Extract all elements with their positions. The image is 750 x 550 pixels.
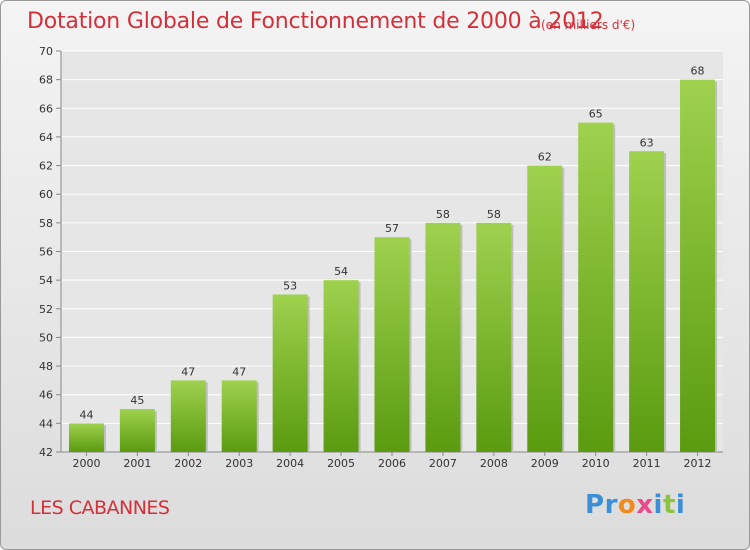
data-label: 68 (691, 65, 705, 78)
x-tick-label: 2005 (327, 457, 355, 470)
bar (221, 380, 257, 452)
x-tick-label: 2008 (480, 457, 508, 470)
proxiti-logo: Proxiti (585, 490, 685, 520)
x-tick-label: 2001 (123, 457, 151, 470)
y-tick-label: 48 (39, 360, 53, 373)
x-tick-label: 2004 (276, 457, 304, 470)
x-tick-label: 2006 (378, 457, 406, 470)
data-label: 58 (436, 208, 450, 221)
logo-letter: o (617, 490, 637, 520)
chart-title: Dotation Globale de Fonctionnement de 20… (27, 9, 604, 34)
data-label: 54 (334, 265, 348, 278)
bar (629, 151, 665, 452)
y-tick-label: 66 (39, 102, 53, 115)
bar (119, 409, 155, 452)
bar (476, 222, 512, 452)
data-label: 58 (487, 208, 501, 221)
bar (680, 79, 716, 453)
y-tick-label: 62 (39, 160, 53, 173)
y-tick-label: 70 (39, 45, 53, 58)
y-tick-label: 44 (39, 417, 53, 430)
bar (374, 237, 410, 452)
x-tick-label: 2009 (531, 457, 559, 470)
x-tick-label: 2003 (225, 457, 253, 470)
data-label: 57 (385, 222, 399, 235)
bar (68, 423, 104, 452)
logo-letter: x (636, 490, 654, 520)
data-label: 47 (232, 365, 246, 378)
x-tick-label: 2011 (633, 457, 661, 470)
x-tick-label: 2002 (174, 457, 202, 470)
y-tick-label: 58 (39, 217, 53, 230)
y-tick-label: 60 (39, 188, 53, 201)
logo-letter: i (675, 490, 686, 520)
x-tick-label: 2012 (684, 457, 712, 470)
x-tick-label: 2007 (429, 457, 457, 470)
y-tick-label: 54 (39, 274, 53, 287)
bar (323, 280, 359, 452)
y-tick-label: 46 (39, 389, 53, 402)
logo-letter: t (662, 490, 676, 520)
y-tick-label: 42 (39, 446, 53, 459)
data-label: 47 (181, 365, 195, 378)
y-tick-label: 68 (39, 74, 53, 87)
commune-name: LES CABANNES (30, 497, 170, 519)
y-tick-label: 52 (39, 303, 53, 316)
x-tick-label: 2000 (72, 457, 100, 470)
chart-subtitle: (en milliers d'€) (541, 18, 636, 32)
data-label: 45 (130, 394, 144, 407)
data-label: 62 (538, 151, 552, 164)
data-label: 65 (589, 108, 603, 121)
y-tick-label: 50 (39, 331, 53, 344)
bar (425, 222, 461, 452)
bar (272, 294, 308, 452)
logo-letter: P (585, 490, 605, 520)
data-label: 63 (640, 136, 654, 149)
logo-letter: r (604, 490, 618, 520)
bar (578, 122, 614, 452)
y-tick-label: 56 (39, 246, 53, 259)
bar (170, 380, 206, 452)
data-label: 53 (283, 279, 297, 292)
y-tick-label: 64 (39, 131, 53, 144)
data-label: 44 (79, 408, 93, 421)
x-tick-label: 2010 (582, 457, 610, 470)
logo-letter: i (653, 490, 663, 520)
bar (527, 165, 563, 453)
